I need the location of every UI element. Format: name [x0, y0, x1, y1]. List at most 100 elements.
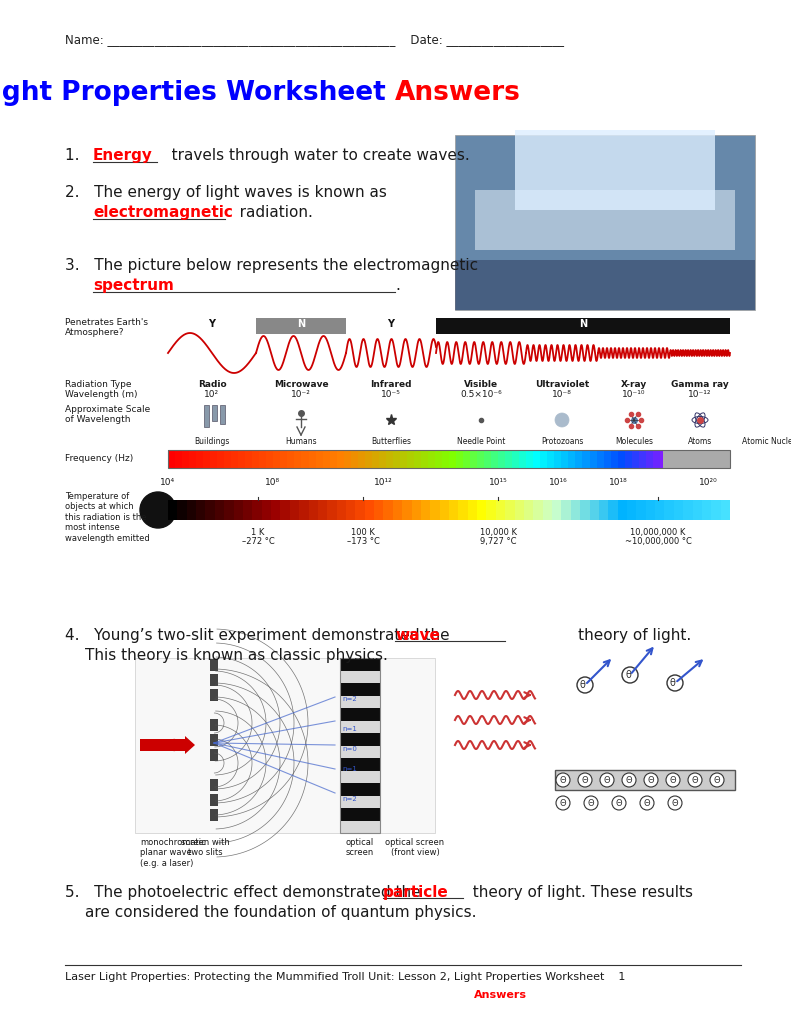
Bar	[554, 450, 562, 468]
Text: 9,727 °C: 9,727 °C	[480, 537, 517, 546]
Text: 10¹⁶: 10¹⁶	[549, 478, 567, 487]
Bar	[294, 450, 301, 468]
Bar	[238, 450, 245, 468]
Bar	[547, 450, 554, 468]
Bar	[645, 450, 653, 468]
Text: Penetrates Earth's
Atmosphere?: Penetrates Earth's Atmosphere?	[65, 318, 148, 337]
Bar	[709, 450, 716, 468]
Bar	[224, 450, 231, 468]
Bar	[455, 135, 755, 310]
Circle shape	[666, 773, 680, 787]
Bar	[611, 450, 618, 468]
Bar	[316, 450, 323, 468]
Text: Y: Y	[209, 319, 215, 329]
Text: electromagnetic: electromagnetic	[93, 205, 233, 220]
Bar	[526, 450, 533, 468]
Text: Y: Y	[388, 319, 395, 329]
Bar	[618, 500, 627, 520]
Bar	[274, 450, 280, 468]
Bar	[271, 500, 280, 520]
Bar	[608, 500, 618, 520]
Circle shape	[640, 796, 654, 810]
Bar	[663, 450, 730, 468]
Bar	[484, 450, 491, 468]
Bar	[411, 500, 421, 520]
Bar	[702, 450, 709, 468]
Text: 10,000,000 K: 10,000,000 K	[630, 528, 686, 537]
Bar	[210, 779, 218, 791]
Text: 10⁴: 10⁴	[161, 478, 176, 487]
Text: Θ: Θ	[669, 776, 676, 785]
Bar	[287, 450, 294, 468]
Bar	[210, 749, 218, 761]
Bar	[210, 689, 218, 701]
Bar	[365, 500, 374, 520]
Circle shape	[577, 677, 593, 693]
Bar	[664, 500, 674, 520]
Circle shape	[584, 796, 598, 810]
Bar	[280, 450, 287, 468]
Bar	[625, 450, 632, 468]
Bar	[711, 500, 721, 520]
Bar	[580, 500, 589, 520]
Bar	[340, 783, 380, 796]
Bar	[210, 719, 218, 731]
Bar	[645, 500, 655, 520]
Text: Approximate Scale
of Wavelength: Approximate Scale of Wavelength	[65, 406, 150, 424]
Bar	[716, 450, 723, 468]
Text: θ: θ	[580, 680, 586, 690]
Text: theory of light. These results: theory of light. These results	[463, 885, 693, 900]
Text: 5.   The photoelectric effect demonstrated the: 5. The photoelectric effect demonstrated…	[65, 885, 426, 900]
Text: Θ: Θ	[643, 799, 649, 808]
Text: ~10,000,000 °C: ~10,000,000 °C	[625, 537, 691, 546]
Bar	[337, 500, 346, 520]
Bar	[428, 450, 435, 468]
Bar	[674, 450, 681, 468]
Bar	[245, 450, 252, 468]
Bar	[340, 671, 380, 683]
Bar	[440, 500, 449, 520]
Bar	[470, 450, 477, 468]
Text: Atoms: Atoms	[688, 437, 712, 446]
Text: 10¹⁸: 10¹⁸	[608, 478, 627, 487]
Bar	[168, 450, 175, 468]
Bar	[721, 500, 730, 520]
Text: Answers: Answers	[474, 990, 527, 1000]
Bar	[340, 658, 380, 671]
Bar	[340, 808, 380, 820]
Text: Buildings: Buildings	[195, 437, 229, 446]
Text: wave: wave	[395, 628, 440, 643]
Bar	[343, 450, 350, 468]
Text: 10,000 K: 10,000 K	[479, 528, 517, 537]
Text: Frequency (Hz): Frequency (Hz)	[65, 454, 133, 463]
Bar	[455, 260, 755, 310]
Circle shape	[668, 796, 682, 810]
Text: particle: particle	[383, 885, 448, 900]
Text: Θ: Θ	[671, 799, 678, 808]
Bar	[386, 450, 393, 468]
Bar	[449, 500, 458, 520]
Text: Humans: Humans	[286, 437, 317, 446]
Bar	[384, 500, 393, 520]
Bar	[189, 450, 196, 468]
Bar	[667, 450, 674, 468]
Bar	[407, 450, 414, 468]
Bar	[638, 450, 645, 468]
Bar	[168, 500, 177, 520]
Circle shape	[612, 796, 626, 810]
Text: Infrared: Infrared	[370, 380, 412, 389]
Bar	[231, 450, 238, 468]
Text: 10⁻²: 10⁻²	[291, 390, 311, 399]
Bar	[571, 500, 580, 520]
Bar	[515, 130, 715, 210]
Text: N: N	[297, 319, 305, 329]
Bar	[206, 500, 215, 520]
Bar	[589, 450, 596, 468]
Text: 1.: 1.	[65, 148, 94, 163]
Text: Θ: Θ	[559, 776, 566, 785]
Bar	[168, 318, 730, 334]
Bar	[562, 500, 571, 520]
Bar	[475, 190, 735, 250]
Bar	[636, 500, 645, 520]
Text: N: N	[579, 319, 587, 329]
